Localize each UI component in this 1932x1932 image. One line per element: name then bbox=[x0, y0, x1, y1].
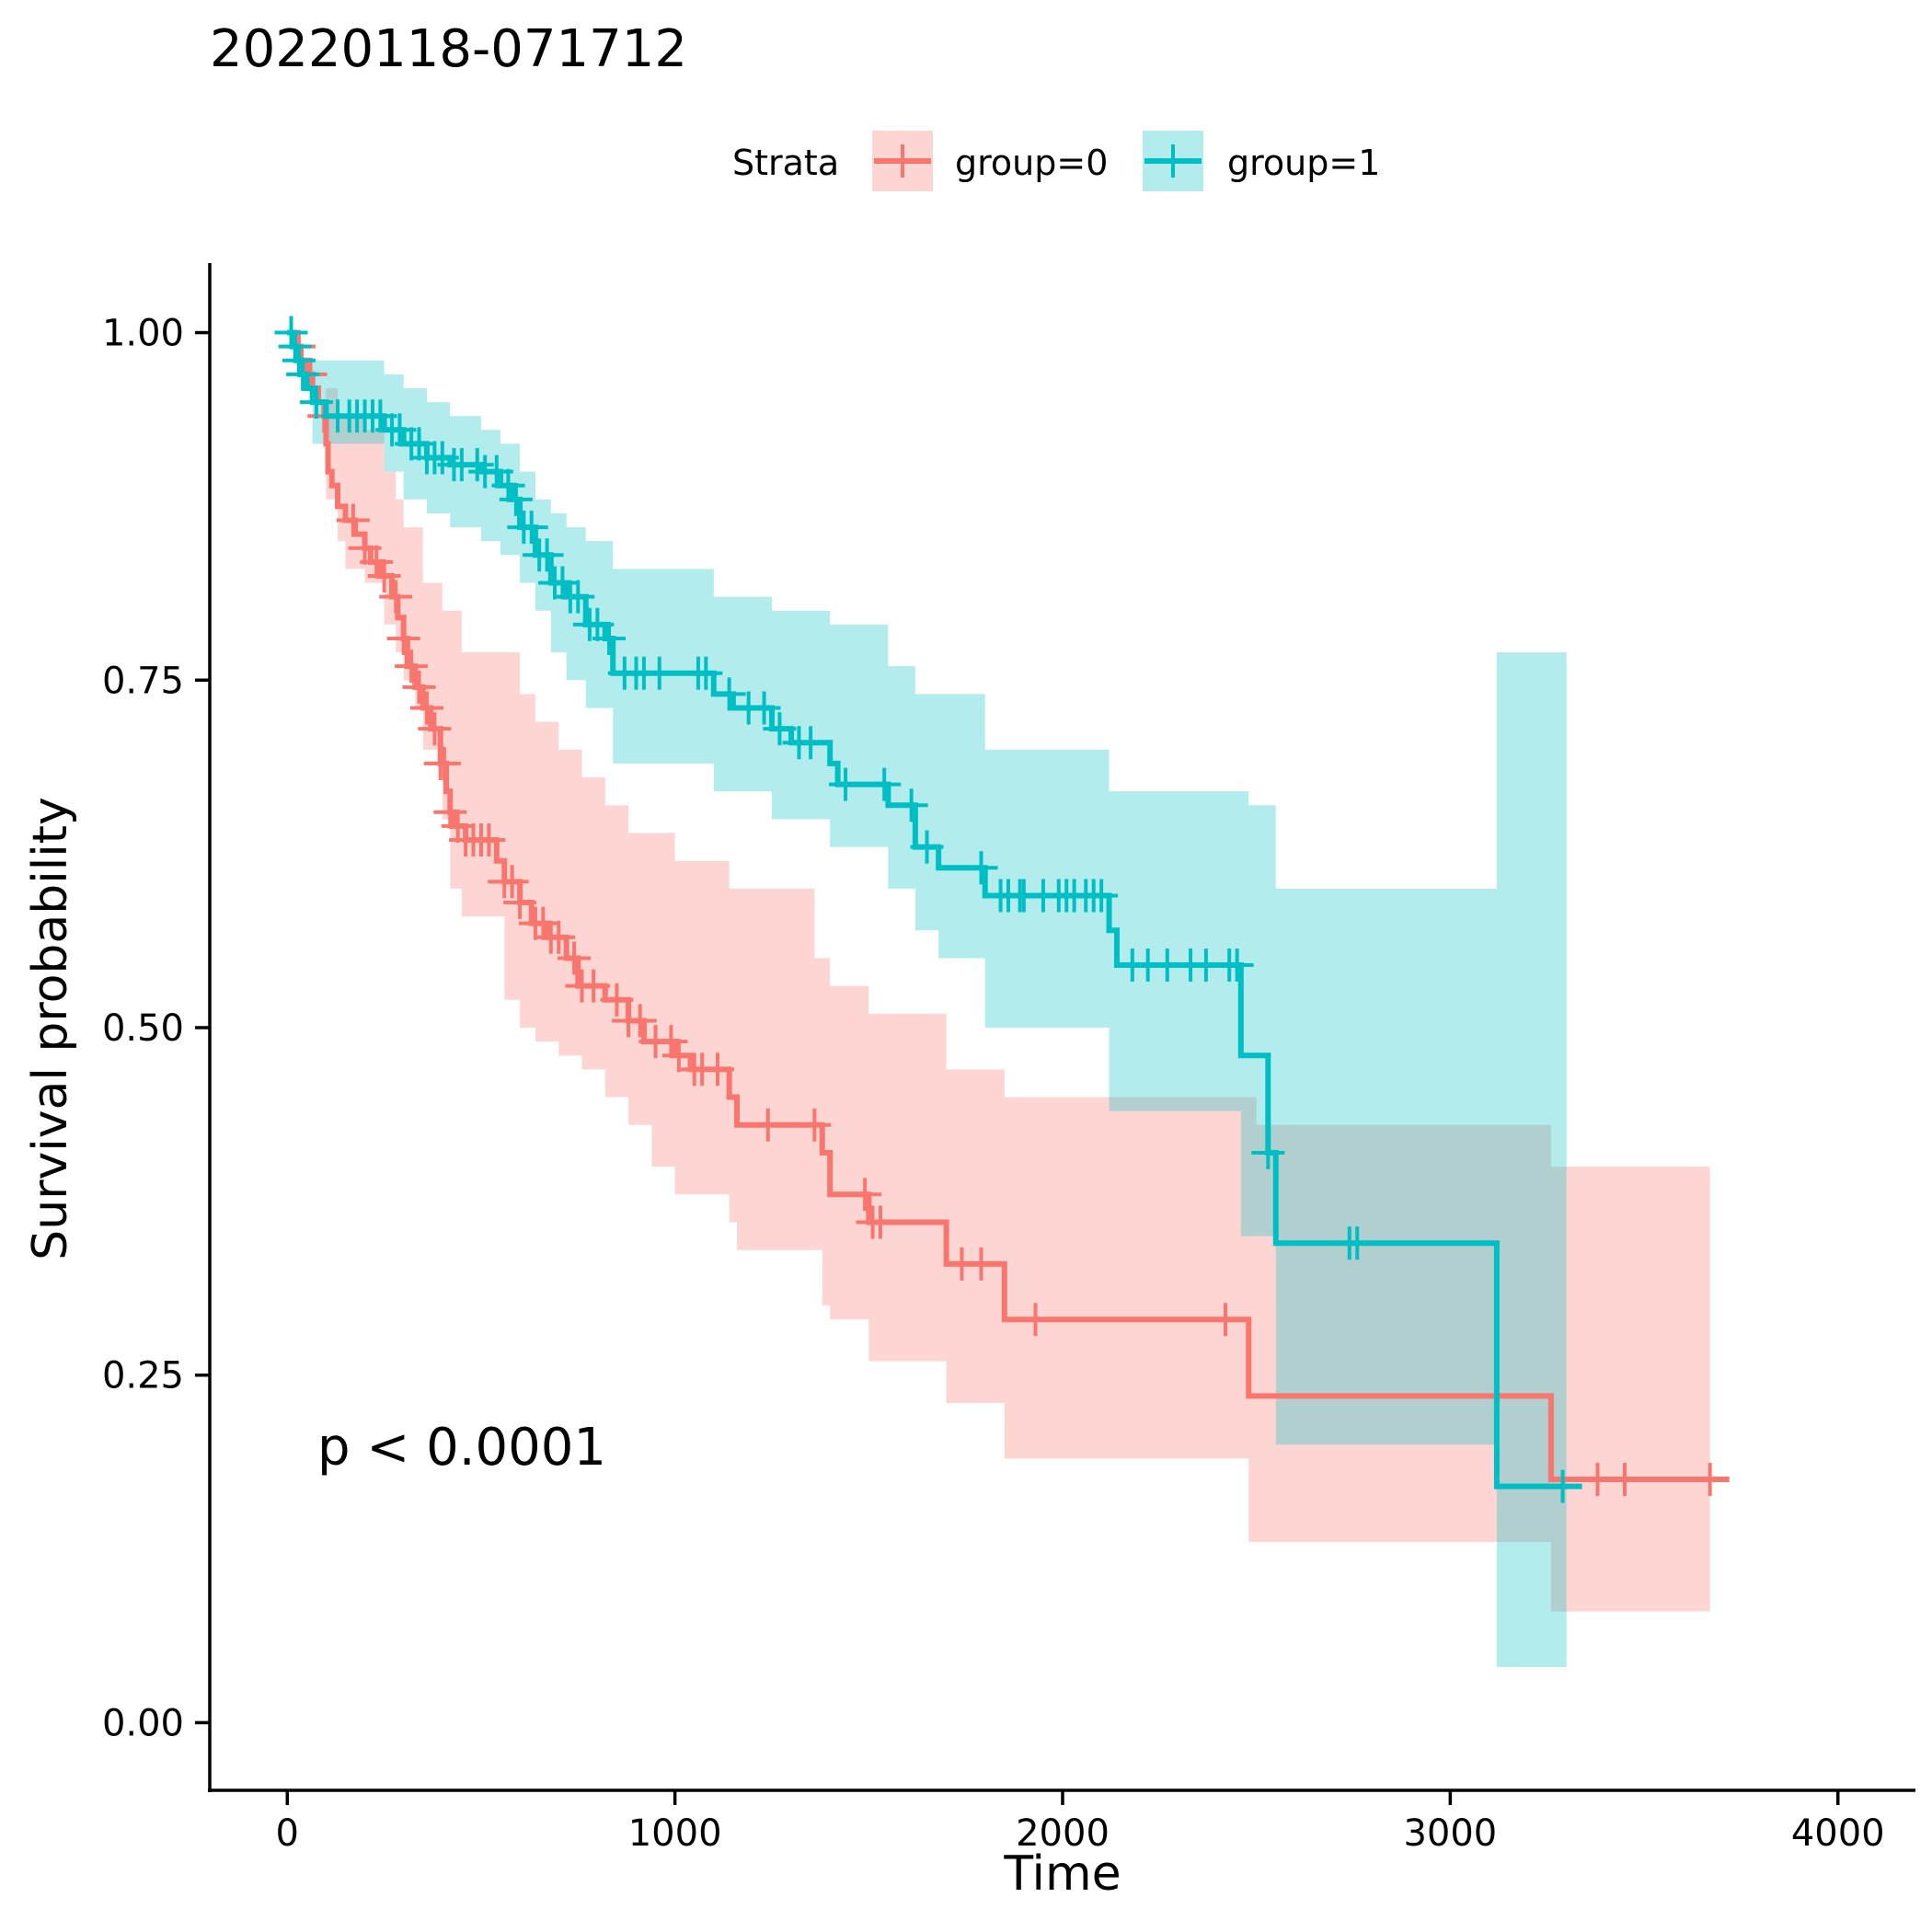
ci-band-group1 bbox=[287, 332, 1567, 1668]
x-tick-label: 4000 bbox=[1791, 1812, 1885, 1855]
survival-curves bbox=[274, 316, 1730, 1503]
y-tick-label: 0.50 bbox=[102, 1007, 184, 1050]
legend: Strata group=0 group=1 bbox=[732, 131, 1380, 191]
x-axis-title: Time bbox=[1003, 1846, 1121, 1902]
survival-line-group0 bbox=[287, 329, 1730, 1483]
confidence-bands bbox=[287, 332, 1710, 1668]
y-tick-label: 1.00 bbox=[102, 313, 184, 355]
x-tick-label: 1000 bbox=[628, 1812, 722, 1855]
x-tick-label: 3000 bbox=[1403, 1812, 1497, 1855]
y-tick-label: 0.75 bbox=[102, 660, 184, 702]
ci-band-group0 bbox=[287, 332, 1710, 1612]
legend-title: Strata bbox=[732, 143, 839, 183]
censor-marks-group1 bbox=[274, 316, 1580, 1503]
chart-title: 20220118-071712 bbox=[210, 19, 687, 79]
y-tick-label: 0.25 bbox=[102, 1355, 184, 1397]
axis-ticks: 0 1000 2000 3000 4000 0.00 0.25 0.50 0.75 1.00 bbox=[102, 313, 1885, 1855]
y-axis-title: Survival probability bbox=[23, 797, 78, 1260]
x-tick-label: 0 bbox=[276, 1812, 299, 1855]
legend-label-group1: group=1 bbox=[1227, 143, 1380, 183]
x-tick-label: 2000 bbox=[1016, 1812, 1110, 1855]
y-tick-label: 0.00 bbox=[102, 1702, 184, 1744]
legend-label-group0: group=0 bbox=[955, 143, 1108, 183]
p-value-annotation: p < 0.0001 bbox=[317, 1418, 606, 1478]
